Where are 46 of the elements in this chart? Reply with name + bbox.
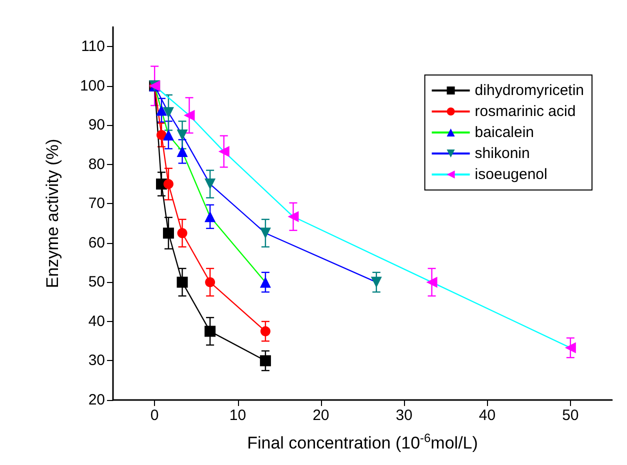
point [260, 355, 271, 366]
legend-label: baicalein [474, 124, 534, 141]
legend-label: rosmarinic acid [474, 103, 576, 120]
x-tick-label: 30 [396, 407, 412, 424]
y-tick-label: 80 [88, 156, 105, 173]
point [177, 228, 188, 238]
point [564, 342, 576, 354]
point [184, 110, 195, 121]
point [176, 129, 188, 140]
point [205, 277, 216, 288]
x-tick-label: 50 [562, 407, 579, 424]
y-tick-label: 30 [88, 352, 105, 370]
y-tick-label: 100 [80, 77, 105, 94]
point [260, 326, 270, 336]
point [176, 146, 188, 157]
legend-label: dihydromyricetin [474, 82, 584, 99]
point [176, 276, 188, 288]
legend-label: isoeugenol [474, 166, 548, 183]
legend-label: shikonin [474, 145, 530, 162]
point [260, 228, 271, 239]
y-tick-label: 70 [88, 195, 105, 212]
point [204, 178, 216, 190]
point [204, 326, 216, 337]
point [218, 146, 230, 157]
point [156, 130, 166, 140]
x-tick-label: 40 [478, 407, 496, 424]
point [163, 179, 174, 190]
y-tick-label: 110 [81, 38, 105, 56]
y-axis-title: Enzyme activity (%) [43, 138, 62, 288]
point [370, 276, 382, 288]
y-tick-label: 50 [88, 274, 105, 291]
x-tick-label: 10 [229, 407, 246, 424]
point [156, 104, 167, 116]
point [260, 276, 271, 288]
y-tick-label: 20 [88, 392, 105, 408]
y-tick-label: 90 [88, 116, 105, 134]
point [162, 107, 174, 118]
x-tick-label: 20 [312, 407, 330, 424]
x-tick-label: 0 [150, 407, 159, 424]
point [162, 228, 174, 239]
y-tick-label: 60 [88, 234, 105, 252]
y-tick-label: 40 [88, 312, 105, 330]
point [426, 276, 438, 288]
point [162, 129, 174, 140]
point [288, 211, 299, 222]
point [204, 211, 216, 222]
